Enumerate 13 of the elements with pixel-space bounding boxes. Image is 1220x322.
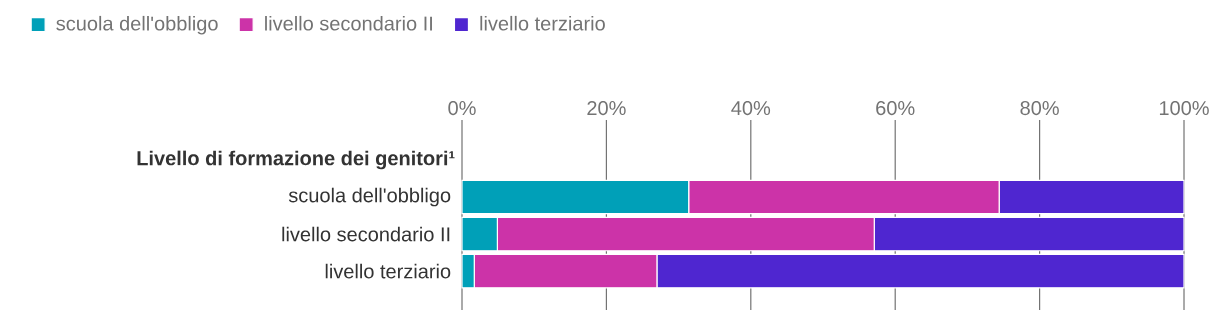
x-tick-label: 100% (1159, 100, 1209, 116)
legend-label: livello secondario II (265, 15, 432, 31)
y-axis-title: Livello di formazione dei genitori¹ (137, 150, 455, 170)
y-tick-label: livello terziario (325, 263, 451, 279)
x-tick-label: 40% (731, 100, 771, 116)
y-tick-label: scuola dell'obbligo (288, 187, 451, 207)
x-tick-label: 60% (876, 100, 915, 116)
legend-label: scuola dell'obbligo (56, 15, 218, 35)
legend-label: livello terziario (480, 15, 605, 31)
x-tick-label: 80% (1020, 100, 1059, 116)
x-tick-label: 20% (587, 100, 626, 116)
y-tick-label: livello secondario II (282, 226, 450, 242)
x-tick-label: 0% (448, 100, 476, 116)
